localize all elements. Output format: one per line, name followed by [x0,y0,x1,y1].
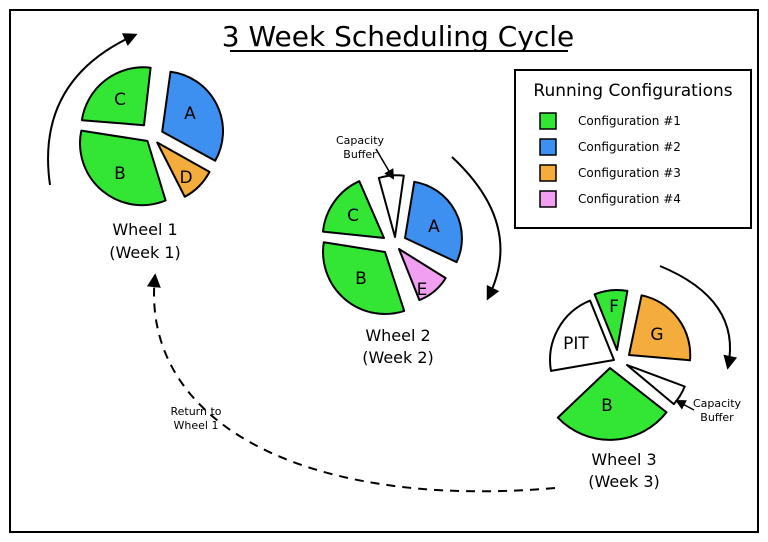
legend-label: Configuration #1 [578,114,681,128]
wheel-segment [322,241,406,315]
segment-label: A [428,217,440,237]
wheel-segment [549,299,615,372]
capacity-buffer-label: Buffer [700,411,734,424]
capacity-buffer-label: Buffer [343,148,377,161]
legend-label: Configuration #3 [578,166,681,180]
capacity-buffer-pointer [375,148,395,180]
legend-swatch [539,164,557,182]
capacity-buffer-label: Capacity [336,134,385,147]
segment-label: C [347,206,359,226]
segment-label: D [179,168,192,188]
segment-label: F [609,297,619,317]
legend-label: Configuration #4 [578,192,681,206]
wheel-segment [161,70,224,162]
legend-label: Configuration #2 [578,140,681,154]
return-label: Wheel 1 [174,419,219,432]
segment-label: E [417,280,428,300]
wheel-caption: Wheel 3 [591,450,656,469]
wheel-segment [322,180,385,239]
rotation-arrow [47,33,138,186]
legend-swatch [539,190,557,208]
rotation-arrow [659,265,738,370]
segment-label: PIT [563,334,589,354]
page-title: 3 Week Scheduling Cycle [222,20,575,53]
wheel-segment [593,288,629,351]
wheel-caption: (Week 2) [362,348,434,367]
capacity-buffer-label: Capacity [693,397,742,410]
legend: Running Configurations Configuration #1 … [514,69,752,229]
legend-swatch [539,138,557,156]
segment-label: B [355,269,367,289]
segment-label: B [601,396,613,416]
wheel-segment [80,66,152,127]
wheel-caption: Wheel 2 [365,326,430,345]
segment-label: B [114,164,126,184]
wheel-segment [156,141,211,198]
return-label: Return to [170,405,221,418]
return-arrow [146,273,556,493]
wheel-segment [79,129,167,207]
capacity-buffer-segment [626,364,686,406]
wheel-segment [404,180,463,264]
wheel-caption: (Week 3) [588,472,660,491]
legend-item: Configuration #2 [539,138,681,156]
legend-item: Configuration #1 [539,112,681,130]
legend-item: Configuration #3 [539,164,681,182]
wheel-3: F G B PIT Wheel 3 (Week 3) Capacity Buff… [549,288,742,491]
wheel-segment [556,367,668,441]
segment-label: C [114,90,126,110]
wheel-caption: (Week 1) [109,243,181,262]
legend-item: Configuration #4 [539,190,681,208]
wheel-caption: Wheel 1 [112,220,177,239]
wheel-segment [398,248,447,302]
wheel-2: A E B C Wheel 2 (Week 2) Capacity Buffer [322,134,463,367]
wheel-segment [628,294,692,362]
legend-title: Running Configurations [533,81,732,101]
legend-swatch [539,112,557,130]
wheel-1: A D B C Wheel 1 (Week 1) [79,66,224,262]
segment-label: A [184,104,196,124]
capacity-buffer-pointer [675,400,695,411]
rotation-arrow [451,156,502,301]
segment-label: G [650,325,663,345]
